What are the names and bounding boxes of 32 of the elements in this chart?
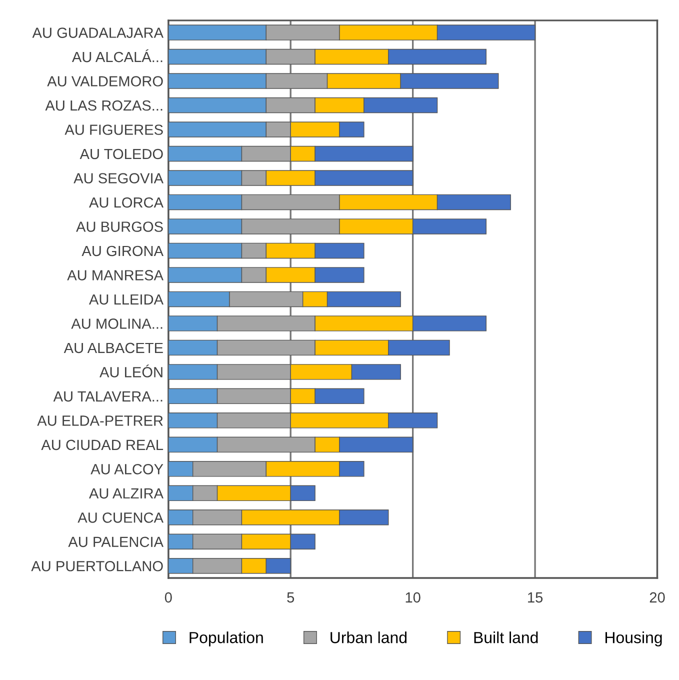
y-tick-label: AU LEÓN — [100, 364, 162, 378]
y-tick-label: AU ALCOY — [90, 464, 164, 474]
y-tick-label: AU ALBACETE — [64, 342, 163, 354]
y-tick-label: AU LLEIDA — [88, 294, 164, 305]
y-tick-label: AU GUADALAJARA — [32, 28, 164, 38]
y-tick-label: AU FIGUERES — [64, 124, 163, 135]
x-tick-label: 0 — [164, 592, 172, 603]
y-tick-label: AU ELDA-PETRER — [37, 416, 163, 426]
y-tick-label: AU CIUDAD REAL — [41, 440, 164, 450]
y-tick-label: AU VALDEMORO — [47, 76, 163, 86]
y-tick-label: AU SEGOVIA — [74, 173, 164, 184]
y-tick-label: AU PUERTOLLANO — [31, 560, 163, 572]
x-tick-label: 10 — [406, 592, 420, 603]
legend-label: Urban land — [330, 631, 406, 644]
y-tick-label: AU PALENCIA — [68, 536, 164, 548]
y-tick-label: AU TOLEDO — [80, 148, 163, 160]
y-tick-label: AU LORCA — [89, 197, 164, 208]
legend-label: Built land — [474, 631, 538, 644]
y-tick-label: AU ALZIRA — [88, 488, 164, 499]
x-tick-label: 20 — [650, 592, 665, 603]
y-tick-label: AU BURGOS — [76, 222, 163, 232]
y-tick-label: AU ALCALÁ... — [72, 49, 162, 62]
x-tick-label: 5 — [287, 592, 294, 603]
y-tick-label: AU MOLINA... — [71, 318, 162, 329]
legend-label: Population — [190, 631, 263, 646]
x-tick-label: 15 — [528, 592, 543, 603]
y-tick-label: AU GIRONA — [82, 246, 164, 256]
y-tick-label: AU CUENCA — [78, 512, 164, 523]
legend-label: Housing — [606, 631, 662, 646]
y-tick-label: AU LAS ROZAS... — [45, 100, 162, 111]
y-tick-label: AU MANRESA — [67, 270, 164, 280]
y-tick-label: AU TALAVERA... — [53, 391, 162, 402]
